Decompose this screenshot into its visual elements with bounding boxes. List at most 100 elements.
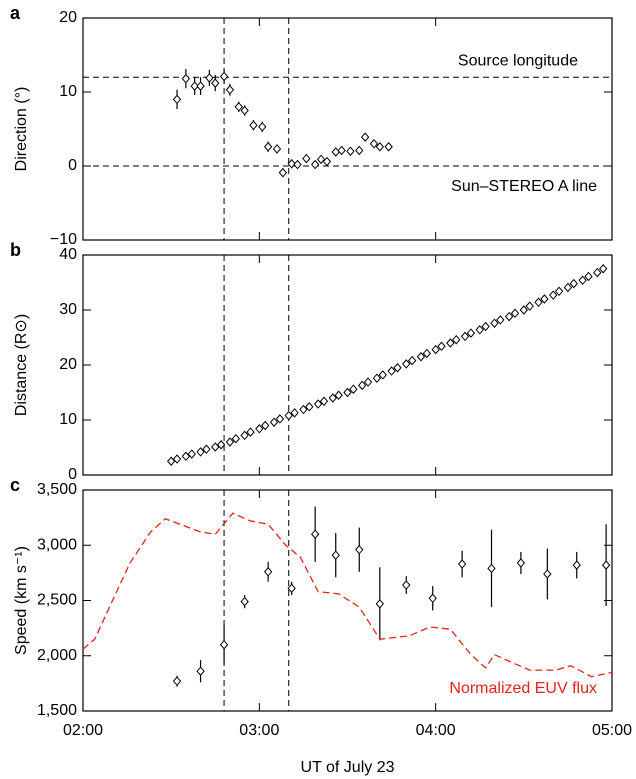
data-point: [263, 142, 273, 152]
data-point: [216, 439, 226, 450]
data-point: [302, 153, 311, 164]
data-point: [322, 156, 332, 167]
data-point: [593, 267, 602, 278]
data-point: [387, 366, 396, 376]
data-point: [355, 145, 364, 156]
data-point: [275, 414, 285, 424]
data-point: [287, 583, 296, 594]
data-point: [181, 73, 191, 84]
data-point: [402, 359, 411, 369]
data-point: [343, 387, 352, 398]
x-axis-label: UT of July 23: [301, 759, 395, 776]
data-point: [190, 81, 199, 91]
data-point: [225, 437, 235, 447]
data-point: [402, 580, 411, 590]
data-point: [428, 593, 437, 604]
data-point: [378, 370, 387, 380]
data-point: [255, 424, 264, 434]
data-point: [319, 396, 329, 407]
data-point: [457, 559, 467, 569]
data-point: [525, 301, 534, 311]
y-tick-label: 3,000: [37, 536, 77, 553]
data-point: [316, 154, 326, 165]
data-point: [504, 311, 514, 322]
data-point: [196, 447, 205, 457]
data-point: [363, 377, 373, 387]
y-axis-label: Distance (R⊙): [13, 314, 30, 416]
data-point: [258, 122, 267, 132]
data-point: [172, 94, 182, 105]
data-point: [205, 73, 214, 83]
data-point: [240, 105, 249, 116]
data-point: [563, 282, 573, 293]
data-point: [540, 294, 549, 304]
data-point: [510, 308, 520, 319]
data-point: [578, 275, 587, 286]
data-point: [337, 145, 346, 156]
y-tick-label: 3,500: [37, 481, 77, 498]
data-point: [452, 334, 461, 345]
data-point: [311, 159, 320, 170]
data-point: [225, 85, 235, 95]
data-point: [372, 373, 382, 383]
data-point: [331, 147, 340, 157]
data-point: [261, 420, 270, 431]
data-point: [263, 567, 273, 577]
data-point: [393, 362, 402, 373]
data-point: [375, 599, 384, 609]
data-point: [305, 402, 314, 412]
data-point: [196, 666, 205, 676]
data-point: [422, 348, 432, 359]
data-point: [311, 529, 320, 539]
plot-frame: [82, 254, 613, 476]
data-point: [584, 271, 593, 282]
data-point: [554, 286, 564, 297]
data-point: [187, 449, 196, 459]
data-point: [549, 290, 558, 300]
data-point: [466, 328, 476, 338]
panel-label: a: [10, 3, 21, 23]
y-axis-label: Speed (km s⁻¹): [13, 546, 30, 655]
data-point: [431, 344, 440, 355]
data-point: [331, 550, 340, 560]
data-point: [360, 132, 370, 142]
x-tick-label: 05:00: [592, 722, 632, 739]
data-point: [437, 341, 446, 352]
data-point: [490, 318, 499, 328]
y-tick-label: 20: [59, 356, 77, 373]
y-axis-label: Direction (°): [13, 87, 30, 172]
data-point: [231, 433, 240, 444]
data-point: [181, 451, 191, 462]
data-point: [313, 399, 323, 409]
data-point: [240, 430, 249, 441]
data-point: [487, 563, 496, 574]
data-point: [284, 410, 293, 421]
flux-line: [82, 512, 613, 678]
reference-label: Source longitude: [458, 52, 578, 69]
data-point: [355, 544, 364, 555]
data-point: [599, 263, 608, 274]
y-tick-label: 2,000: [37, 647, 77, 664]
data-point: [481, 321, 490, 332]
data-point: [346, 146, 355, 156]
data-point: [519, 305, 528, 315]
data-point: [211, 442, 220, 452]
data-point: [369, 139, 379, 149]
data-point: [287, 159, 296, 169]
data-point: [349, 384, 358, 394]
data-point: [172, 454, 182, 464]
data-point: [407, 355, 417, 366]
data-point: [384, 142, 393, 152]
data-point: [328, 393, 337, 403]
data-point: [202, 444, 211, 454]
data-point: [299, 404, 308, 415]
y-tick-label: 30: [59, 301, 77, 318]
plot-frame: [82, 17, 613, 241]
panel-label: c: [10, 475, 20, 495]
data-point: [543, 569, 552, 579]
data-point: [460, 331, 470, 342]
data-point: [358, 380, 367, 391]
y-tick-label: −10: [50, 231, 77, 248]
data-point: [496, 315, 505, 325]
data-point: [219, 639, 229, 650]
